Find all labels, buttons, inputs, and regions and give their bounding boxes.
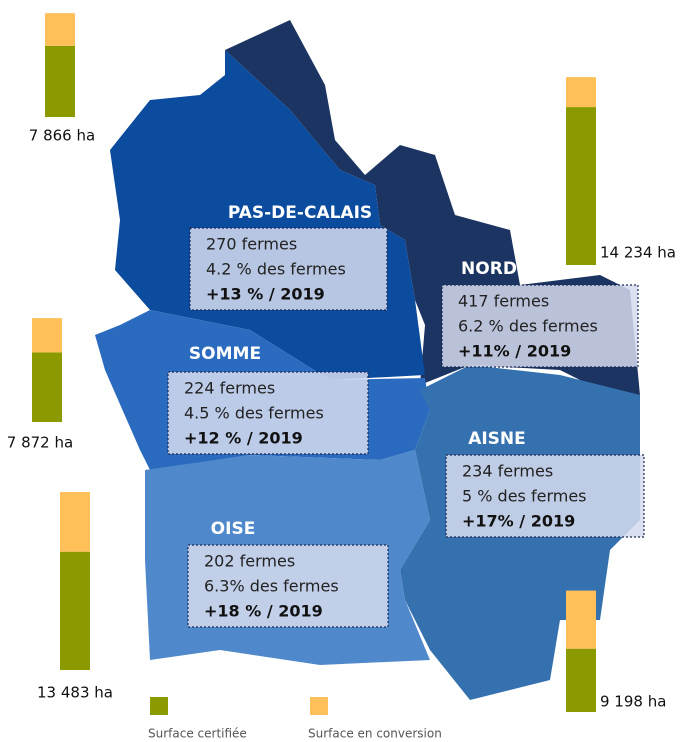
legend-label: Surface en conversion [308, 727, 442, 741]
legend-swatch [150, 697, 168, 715]
farm-count: 270 fermes [206, 235, 297, 254]
area-label: 14 234 ha [600, 244, 676, 262]
bar-conversion [60, 492, 90, 552]
bar-certified [45, 45, 75, 118]
farm-share: 5 % des fermes [462, 487, 587, 506]
bar-certified [60, 551, 90, 670]
bar-certified [566, 107, 596, 266]
department-name: AISNE [468, 429, 526, 449]
farm-share: 6.3% des fermes [204, 577, 339, 596]
info-box [441, 284, 639, 368]
department-name: NORD [461, 259, 517, 279]
bar-conversion [566, 590, 596, 649]
area-label: 7 872 ha [7, 434, 73, 452]
info-box [187, 544, 389, 628]
info-box [189, 227, 388, 311]
bar-certified [566, 648, 596, 712]
department-name: OISE [211, 519, 256, 539]
farm-share: 4.5 % des fermes [184, 404, 324, 423]
area-label: 13 483 ha [37, 684, 113, 702]
farm-count: 417 fermes [458, 292, 549, 311]
growth: +17% / 2019 [462, 512, 575, 531]
bar-conversion [32, 318, 62, 353]
farm-share: 6.2 % des fermes [458, 317, 598, 336]
farm-count: 224 fermes [184, 379, 275, 398]
legend-label: Surface certifiée [148, 727, 247, 741]
info-box [167, 371, 369, 455]
bar-certified [32, 352, 62, 422]
area-label: 7 866 ha [29, 127, 95, 145]
growth: +18 % / 2019 [204, 602, 323, 621]
growth: +13 % / 2019 [206, 285, 325, 304]
department-name: PAS-DE-CALAIS [228, 203, 372, 223]
farm-count: 234 fermes [462, 462, 553, 481]
legend-swatch [310, 697, 328, 715]
growth: +12 % / 2019 [184, 429, 303, 448]
farm-share: 4.2 % des fermes [206, 260, 346, 279]
info-box [445, 454, 645, 538]
bar-conversion [566, 77, 596, 108]
growth: +11% / 2019 [458, 342, 571, 361]
bar-conversion [45, 13, 75, 46]
area-label: 9 198 ha [600, 693, 666, 711]
department-name: SOMME [189, 344, 261, 364]
farm-count: 202 fermes [204, 552, 295, 571]
